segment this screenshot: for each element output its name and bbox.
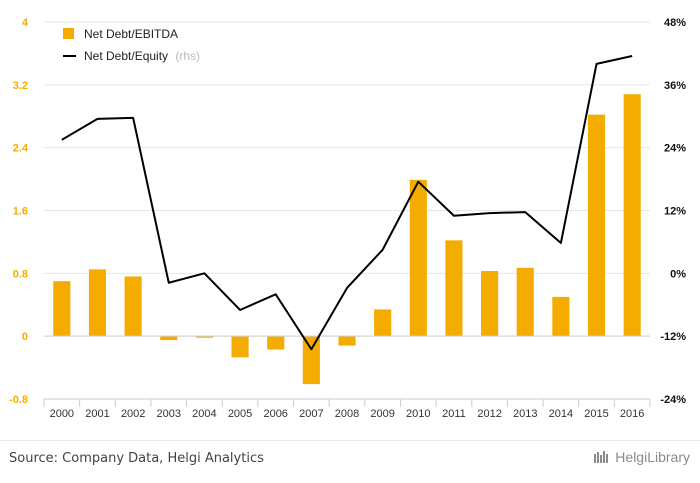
y-left-tick-label: 1.6 xyxy=(13,206,28,218)
logo-text: HelgiLibrary xyxy=(615,449,690,465)
bar xyxy=(552,296,570,337)
y-right-tick-label: 24% xyxy=(664,143,686,155)
y-axis-right: -24% -12% 0% 12% 24% 36% 48% xyxy=(660,17,686,406)
x-tick-label: 2012 xyxy=(477,408,501,420)
y-right-tick-label: 48% xyxy=(664,17,686,29)
bar xyxy=(516,267,534,337)
line-series xyxy=(61,55,633,351)
bar xyxy=(409,179,427,337)
bar xyxy=(445,240,463,337)
y-right-tick-label: 0% xyxy=(670,268,686,280)
legend-rhs-note: (rhs) xyxy=(175,49,200,63)
bar xyxy=(267,336,285,350)
legend-label-bar: Net Debt/EBITDA xyxy=(84,27,178,41)
net-debt-equity-line xyxy=(61,55,633,351)
x-tick-label: 2000 xyxy=(50,408,74,420)
bar-series xyxy=(53,94,641,385)
x-tick-label: 2001 xyxy=(85,408,109,420)
x-tick-label: 2015 xyxy=(584,408,608,420)
y-right-tick-label: -12% xyxy=(660,331,686,343)
x-tick-label: 2014 xyxy=(549,408,573,420)
legend-label-line: Net Debt/Equity xyxy=(84,49,168,63)
library-icon xyxy=(594,451,609,463)
y-left-tick-label: 0 xyxy=(22,331,28,343)
x-tick-label: 2007 xyxy=(299,408,323,420)
x-tick-label: 2008 xyxy=(335,408,359,420)
bar xyxy=(481,270,499,337)
bar xyxy=(587,114,606,337)
chart: -0.8 0 0.8 1.6 2.4 3.2 4 -24% -12% 0% 12% 24% 36% 48… xyxy=(9,17,686,420)
y-right-tick-label: -24% xyxy=(660,394,686,406)
y-left-tick-label: 2.4 xyxy=(13,143,29,155)
y-axis-left: -0.8 0 0.8 1.6 2.4 3.2 4 xyxy=(9,17,29,406)
bar xyxy=(195,336,213,338)
x-tick-label: 2009 xyxy=(370,408,394,420)
bar xyxy=(302,336,320,385)
bar xyxy=(88,269,107,337)
source-note: Source: Company Data, Helgi Analytics xyxy=(9,451,264,466)
y-left-tick-label: 0.8 xyxy=(13,268,28,280)
x-tick-label: 2011 xyxy=(442,408,466,420)
x-tick-label: 2016 xyxy=(620,408,644,420)
x-tick-label: 2002 xyxy=(121,408,145,420)
bar xyxy=(374,309,392,337)
bar xyxy=(338,336,356,346)
x-tick-label: 2004 xyxy=(192,408,216,420)
bar xyxy=(53,281,71,337)
helgi-library-logo: HelgiLibrary xyxy=(593,449,690,465)
x-tick-label: 2003 xyxy=(157,408,181,420)
svg-text:Net Debt/Equity (rhs): Net Debt/Equity (rhs) xyxy=(84,49,200,63)
y-left-tick-label: 3.2 xyxy=(13,80,28,92)
x-tick-label: 2013 xyxy=(513,408,537,420)
x-tick-label: 2005 xyxy=(228,408,252,420)
y-left-tick-label: -0.8 xyxy=(9,394,28,406)
bar xyxy=(160,336,178,341)
legend: Net Debt/EBITDA Net Debt/Equity (rhs) xyxy=(63,27,200,63)
footer-divider xyxy=(0,440,700,441)
y-left-tick-label: 4 xyxy=(22,17,29,29)
bar xyxy=(124,276,142,337)
x-tick-label: 2006 xyxy=(263,408,287,420)
x-axis: 2000 2001 2002 2003 2004 2005 2006 2007 2008 2009… xyxy=(43,398,651,420)
y-right-tick-label: 36% xyxy=(664,80,686,92)
x-tick-label: 2010 xyxy=(406,408,430,420)
bar xyxy=(231,336,249,358)
bar xyxy=(623,94,641,337)
legend-swatch-bar xyxy=(63,28,74,39)
y-right-tick-label: 12% xyxy=(664,206,686,218)
